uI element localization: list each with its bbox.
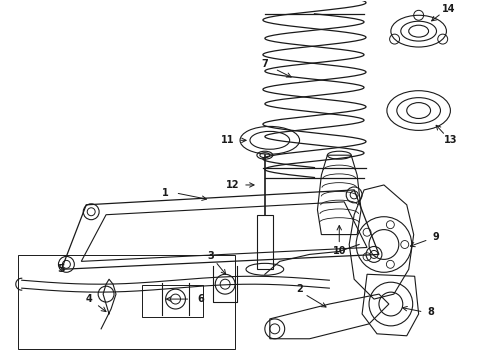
Text: 3: 3 — [207, 251, 214, 261]
Text: 5: 5 — [58, 264, 65, 274]
Text: 4: 4 — [86, 294, 93, 304]
Text: 12: 12 — [226, 180, 240, 190]
Text: 11: 11 — [221, 135, 235, 145]
Text: 1: 1 — [162, 188, 169, 198]
Text: 14: 14 — [441, 4, 455, 14]
Bar — [257, 215, 273, 269]
Text: 6: 6 — [197, 294, 204, 304]
Text: 8: 8 — [427, 307, 434, 317]
Text: 9: 9 — [432, 231, 439, 242]
Text: 7: 7 — [262, 59, 268, 69]
Text: 2: 2 — [296, 284, 303, 294]
Text: 13: 13 — [443, 135, 457, 145]
Text: 10: 10 — [333, 247, 346, 256]
